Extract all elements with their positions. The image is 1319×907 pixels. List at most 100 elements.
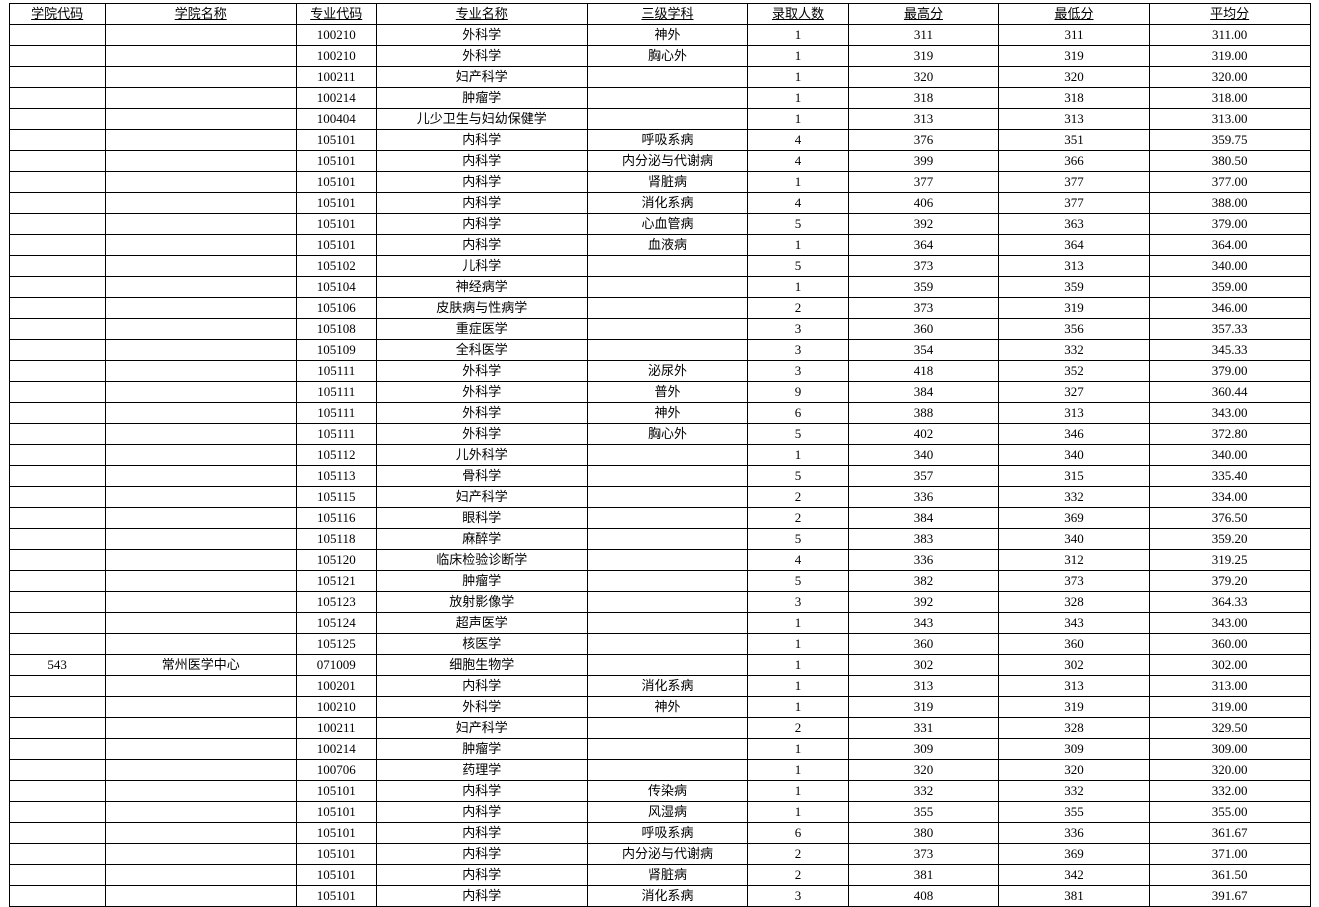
cell-college-name	[105, 844, 296, 865]
cell-college-name	[105, 676, 296, 697]
cell-admit-count: 5	[748, 214, 848, 235]
cell-admit-count: 5	[748, 424, 848, 445]
cell-college-name	[105, 361, 296, 382]
cell-min-score: 319	[999, 46, 1150, 67]
cell-avg-score: 376.50	[1149, 508, 1310, 529]
cell-college-name	[105, 592, 296, 613]
cell-avg-score: 346.00	[1149, 298, 1310, 319]
cell-avg-score: 329.50	[1149, 718, 1310, 739]
cell-college-code	[9, 403, 105, 424]
cell-major-name: 内科学	[376, 844, 587, 865]
cell-max-score: 309	[848, 739, 999, 760]
cell-min-score: 336	[999, 823, 1150, 844]
cell-major-name: 眼科学	[376, 508, 587, 529]
cell-subdiscipline	[587, 466, 748, 487]
cell-college-name	[105, 634, 296, 655]
cell-major-name: 内科学	[376, 172, 587, 193]
cell-admit-count: 6	[748, 403, 848, 424]
cell-subdiscipline	[587, 550, 748, 571]
cell-college-name	[105, 865, 296, 886]
cell-avg-score: 371.00	[1149, 844, 1310, 865]
cell-college-code	[9, 634, 105, 655]
cell-major-name: 内科学	[376, 886, 587, 907]
cell-major-name: 骨科学	[376, 466, 587, 487]
cell-avg-score: 340.00	[1149, 445, 1310, 466]
table-row: 105101内科学风湿病1355355355.00	[9, 802, 1310, 823]
cell-college-code	[9, 571, 105, 592]
cell-college-code	[9, 25, 105, 46]
cell-admit-count: 1	[748, 172, 848, 193]
cell-max-score: 373	[848, 256, 999, 277]
cell-major-code: 100201	[296, 676, 376, 697]
cell-avg-score: 332.00	[1149, 781, 1310, 802]
cell-subdiscipline	[587, 487, 748, 508]
cell-major-name: 全科医学	[376, 340, 587, 361]
cell-college-name	[105, 172, 296, 193]
cell-major-code: 105111	[296, 382, 376, 403]
cell-subdiscipline	[587, 88, 748, 109]
cell-college-name	[105, 445, 296, 466]
cell-college-code	[9, 886, 105, 907]
cell-min-score: 369	[999, 844, 1150, 865]
cell-max-score: 392	[848, 592, 999, 613]
cell-college-code	[9, 130, 105, 151]
cell-admit-count: 4	[748, 193, 848, 214]
cell-college-code	[9, 340, 105, 361]
cell-college-code	[9, 151, 105, 172]
cell-major-name: 内科学	[376, 130, 587, 151]
cell-avg-score: 313.00	[1149, 109, 1310, 130]
col-header-major-code: 专业代码	[296, 4, 376, 25]
cell-major-name: 临床检验诊断学	[376, 550, 587, 571]
admission-score-table: 学院代码 学院名称 专业代码 专业名称 三级学科 录取人数 最高分 最低分 平均…	[9, 3, 1311, 907]
cell-min-score: 356	[999, 319, 1150, 340]
cell-major-code: 105111	[296, 361, 376, 382]
cell-max-score: 384	[848, 508, 999, 529]
cell-max-score: 332	[848, 781, 999, 802]
table-row: 100214肿瘤学1318318318.00	[9, 88, 1310, 109]
cell-min-score: 313	[999, 256, 1150, 277]
cell-min-score: 332	[999, 340, 1150, 361]
cell-college-name	[105, 151, 296, 172]
cell-admit-count: 3	[748, 361, 848, 382]
cell-college-code	[9, 487, 105, 508]
table-head: 学院代码 学院名称 专业代码 专业名称 三级学科 录取人数 最高分 最低分 平均…	[9, 4, 1310, 25]
cell-major-code: 105123	[296, 592, 376, 613]
cell-major-name: 麻醉学	[376, 529, 587, 550]
cell-avg-score: 334.00	[1149, 487, 1310, 508]
cell-major-name: 肿瘤学	[376, 571, 587, 592]
cell-major-code: 100211	[296, 718, 376, 739]
cell-major-name: 外科学	[376, 25, 587, 46]
cell-college-name	[105, 886, 296, 907]
cell-major-name: 细胞生物学	[376, 655, 587, 676]
cell-max-score: 360	[848, 634, 999, 655]
cell-admit-count: 9	[748, 382, 848, 403]
cell-major-code: 105115	[296, 487, 376, 508]
cell-major-name: 妇产科学	[376, 67, 587, 88]
cell-major-name: 内科学	[376, 193, 587, 214]
table-row: 105108重症医学3360356357.33	[9, 319, 1310, 340]
cell-major-name: 重症医学	[376, 319, 587, 340]
cell-avg-score: 372.80	[1149, 424, 1310, 445]
cell-major-code: 105124	[296, 613, 376, 634]
cell-college-code	[9, 676, 105, 697]
cell-college-code	[9, 823, 105, 844]
cell-subdiscipline	[587, 613, 748, 634]
cell-subdiscipline: 神外	[587, 25, 748, 46]
cell-admit-count: 1	[748, 802, 848, 823]
cell-subdiscipline: 内分泌与代谢病	[587, 844, 748, 865]
table-row: 105125核医学1360360360.00	[9, 634, 1310, 655]
cell-admit-count: 2	[748, 718, 848, 739]
cell-subdiscipline: 消化系病	[587, 193, 748, 214]
cell-min-score: 343	[999, 613, 1150, 634]
cell-college-name	[105, 529, 296, 550]
table-body: 100210外科学神外1311311311.00100210外科学胸心外1319…	[9, 25, 1310, 907]
cell-max-score: 319	[848, 46, 999, 67]
cell-min-score: 302	[999, 655, 1150, 676]
cell-major-code: 105101	[296, 214, 376, 235]
cell-major-name: 内科学	[376, 235, 587, 256]
cell-admit-count: 1	[748, 25, 848, 46]
cell-college-code	[9, 508, 105, 529]
cell-subdiscipline: 内分泌与代谢病	[587, 151, 748, 172]
cell-college-code	[9, 214, 105, 235]
cell-min-score: 340	[999, 529, 1150, 550]
